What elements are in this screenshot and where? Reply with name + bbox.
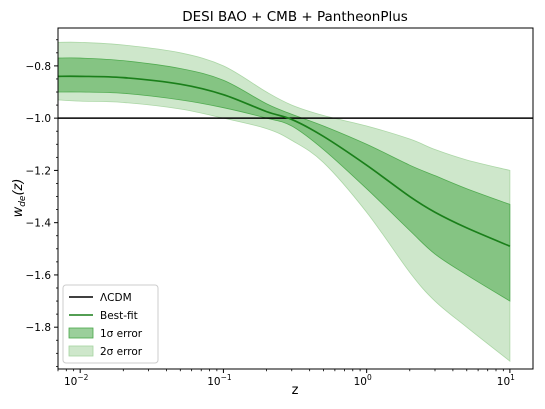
best-fit-line: [58, 75, 511, 247]
y-tick-label: −1.8: [26, 322, 52, 334]
legend-label: ΛCDM: [100, 292, 132, 304]
y-tick-label: −0.8: [26, 61, 52, 73]
x-tick-label: 101: [497, 373, 515, 388]
legend: ΛCDM Best-fit 1σ error 2σ error: [62, 284, 159, 364]
legend-label: 1σ error: [100, 328, 143, 340]
chart-title: DESI BAO + CMB + PantheonPlus: [182, 9, 408, 25]
legend-label: Best-fit: [100, 310, 138, 322]
x-axis-label: z: [292, 383, 299, 398]
x-axis: 10−2 10−1 100 101: [57, 369, 515, 388]
y-tick-label: −1.2: [26, 165, 52, 177]
legend-label: 2σ error: [100, 346, 143, 358]
y-tick-label: −1.4: [26, 218, 52, 230]
y-tick-label: −1.0: [26, 113, 52, 125]
y-axis-label: wde(z): [11, 179, 28, 218]
legend-swatch-patch: [68, 345, 94, 357]
x-tick-label: 100: [354, 373, 372, 388]
plot-area: [58, 41, 533, 362]
legend-swatch-patch: [68, 327, 94, 339]
x-tick-label: 10−1: [207, 373, 232, 388]
plot-frame: [57, 27, 534, 370]
band-1sigma: [58, 57, 511, 302]
x-tick-label: 10−2: [64, 373, 89, 388]
legend-box: [62, 284, 159, 364]
y-axis: −0.8 −1.0 −1.2 −1.4 −1.6 −1.8: [26, 39, 58, 367]
y-tick-label: −1.6: [26, 270, 52, 282]
